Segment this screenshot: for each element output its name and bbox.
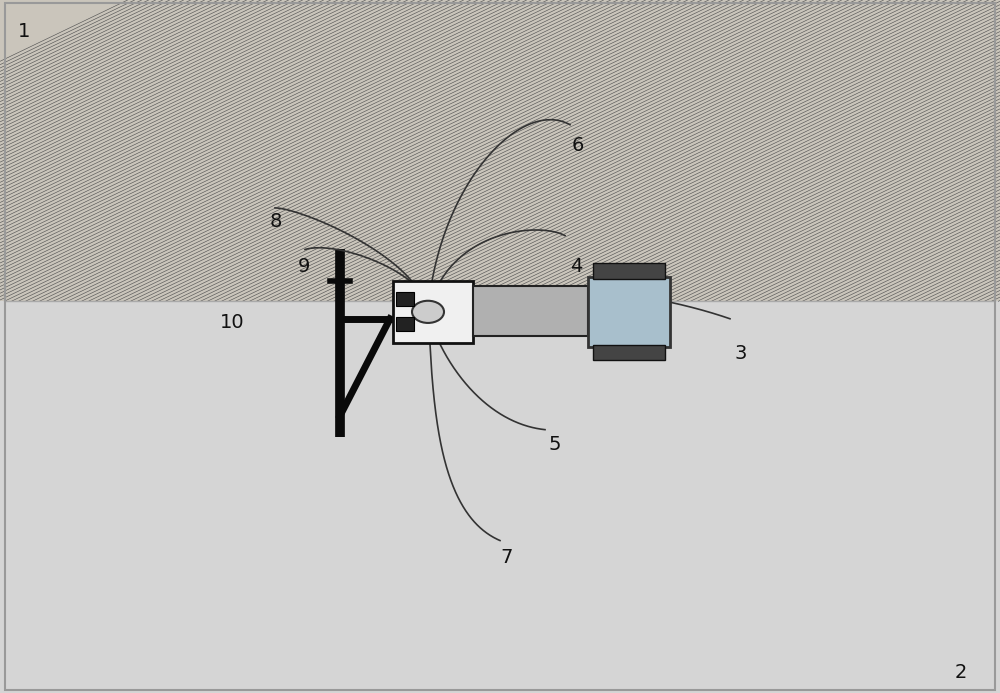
Bar [588,277,670,346]
Bar [473,286,588,336]
Text: 9: 9 [298,257,310,277]
Text: 3: 3 [735,344,747,363]
Bar [393,281,473,343]
Text: 1: 1 [18,21,30,41]
Bar [396,317,414,331]
Bar [593,263,665,279]
Text: 10: 10 [220,313,245,332]
Bar [396,292,414,306]
Bar [593,345,665,360]
Text: 7: 7 [500,548,512,568]
Text: 2: 2 [955,663,967,682]
Polygon shape [0,0,1000,301]
Text: 5: 5 [548,435,560,455]
Circle shape [412,301,444,323]
Polygon shape [0,301,1000,693]
Text: 4: 4 [570,257,582,277]
Text: 6: 6 [572,136,584,155]
Text: 8: 8 [270,212,282,231]
